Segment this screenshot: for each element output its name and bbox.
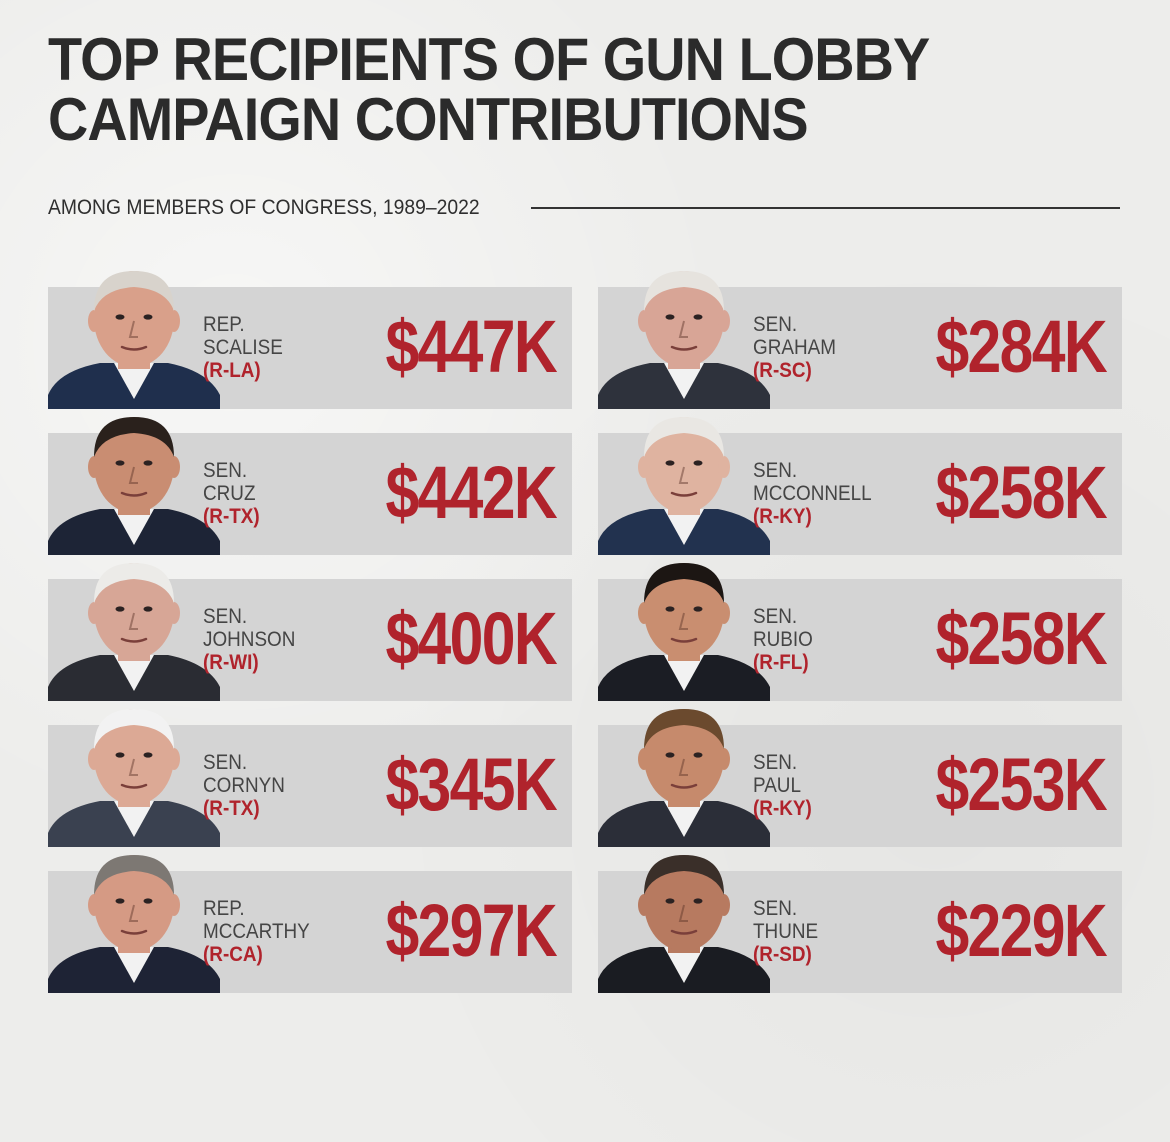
recipient-card-cruz: SEN. CRUZ (R-TX) $442K xyxy=(48,417,572,555)
recipient-name: MCCONNELL xyxy=(753,482,872,505)
recipient-card-paul: SEN. PAUL (R-KY) $253K xyxy=(598,709,1122,847)
recipient-amount: $229K xyxy=(935,889,1107,972)
portrait-cruz xyxy=(48,405,220,555)
recipient-party: (R-TX) xyxy=(203,505,260,528)
recipient-title: SEN. xyxy=(203,459,248,482)
recipient-card-scalise: REP. SCALISE (R-LA) $447K xyxy=(48,271,572,409)
recipient-name: JOHNSON xyxy=(203,628,296,651)
recipient-amount: $258K xyxy=(935,451,1107,534)
portrait-rubio xyxy=(598,551,770,701)
recipient-amount: $253K xyxy=(935,743,1107,826)
recipient-name: CORNYN xyxy=(203,774,285,797)
portrait-mcconnell xyxy=(598,405,770,555)
recipient-title: SEN. xyxy=(753,897,798,920)
recipient-label: SEN. MCCONNELL (R-KY) xyxy=(753,459,872,528)
subtitle-divider xyxy=(531,207,1120,209)
recipient-card-mcconnell: SEN. MCCONNELL (R-KY) $258K xyxy=(598,417,1122,555)
recipient-name: PAUL xyxy=(753,774,801,797)
portrait-cornyn xyxy=(48,697,220,847)
recipient-title: SEN. xyxy=(753,313,798,336)
recipient-label: SEN. JOHNSON (R-WI) xyxy=(203,605,295,674)
portrait-mccarthy xyxy=(48,843,220,993)
recipient-title: SEN. xyxy=(753,751,798,774)
recipient-party: (R-SD) xyxy=(753,943,812,966)
recipient-card-thune: SEN. THUNE (R-SD) $229K xyxy=(598,855,1122,993)
subtitle-row: AMONG MEMBERS OF CONGRESS, 1989–2022 xyxy=(48,194,1120,222)
recipient-label: SEN. CRUZ (R-TX) xyxy=(203,459,260,528)
portrait-graham xyxy=(598,259,770,409)
recipient-card-graham: SEN. GRAHAM (R-SC) $284K xyxy=(598,271,1122,409)
subtitle: AMONG MEMBERS OF CONGRESS, 1989–2022 xyxy=(48,196,480,219)
recipient-amount: $297K xyxy=(385,889,557,972)
portrait-paul xyxy=(598,697,770,847)
recipient-name: GRAHAM xyxy=(753,336,836,359)
recipient-party: (R-SC) xyxy=(753,359,812,382)
portrait-scalise xyxy=(48,259,220,409)
recipient-title: REP. xyxy=(203,313,245,336)
recipient-amount: $345K xyxy=(385,743,557,826)
recipient-card-rubio: SEN. RUBIO (R-FL) $258K xyxy=(598,563,1122,701)
portrait-johnson xyxy=(48,551,220,701)
page-title: TOP RECIPIENTS OF GUN LOBBY CAMPAIGN CON… xyxy=(48,30,1052,150)
title-line-1: TOP RECIPIENTS OF GUN LOBBY xyxy=(48,26,930,93)
recipient-name: CRUZ xyxy=(203,482,256,505)
recipient-amount: $442K xyxy=(385,451,557,534)
recipient-name: MCCARTHY xyxy=(203,920,310,943)
recipient-label: SEN. THUNE (R-SD) xyxy=(753,897,818,966)
recipient-amount: $284K xyxy=(935,305,1107,388)
recipient-label: REP. MCCARTHY (R-CA) xyxy=(203,897,310,966)
recipient-name: RUBIO xyxy=(753,628,813,651)
recipient-label: REP. SCALISE (R-LA) xyxy=(203,313,283,382)
recipient-label: SEN. RUBIO (R-FL) xyxy=(753,605,813,674)
recipient-title: SEN. xyxy=(203,751,248,774)
recipient-party: (R-KY) xyxy=(753,505,812,528)
recipient-card-mccarthy: REP. MCCARTHY (R-CA) $297K xyxy=(48,855,572,993)
recipient-amount: $258K xyxy=(935,597,1107,680)
recipient-name: SCALISE xyxy=(203,336,283,359)
recipient-name: THUNE xyxy=(753,920,819,943)
recipient-party: (R-FL) xyxy=(753,651,809,674)
recipient-label: SEN. PAUL (R-KY) xyxy=(753,751,812,820)
recipient-amount: $447K xyxy=(385,305,557,388)
recipient-title: REP. xyxy=(203,897,245,920)
recipient-card-johnson: SEN. JOHNSON (R-WI) $400K xyxy=(48,563,572,701)
recipient-title: SEN. xyxy=(753,605,798,628)
recipient-amount: $400K xyxy=(385,597,557,680)
recipient-party: (R-WI) xyxy=(203,651,259,674)
recipient-party: (R-KY) xyxy=(753,797,812,820)
recipient-party: (R-TX) xyxy=(203,797,260,820)
title-line-2: CAMPAIGN CONTRIBUTIONS xyxy=(48,86,809,153)
recipient-card-cornyn: SEN. CORNYN (R-TX) $345K xyxy=(48,709,572,847)
recipient-title: SEN. xyxy=(203,605,248,628)
recipient-party: (R-LA) xyxy=(203,359,261,382)
portrait-thune xyxy=(598,843,770,993)
recipient-label: SEN. CORNYN (R-TX) xyxy=(203,751,285,820)
recipient-title: SEN. xyxy=(753,459,798,482)
recipient-party: (R-CA) xyxy=(203,943,263,966)
recipient-label: SEN. GRAHAM (R-SC) xyxy=(753,313,836,382)
